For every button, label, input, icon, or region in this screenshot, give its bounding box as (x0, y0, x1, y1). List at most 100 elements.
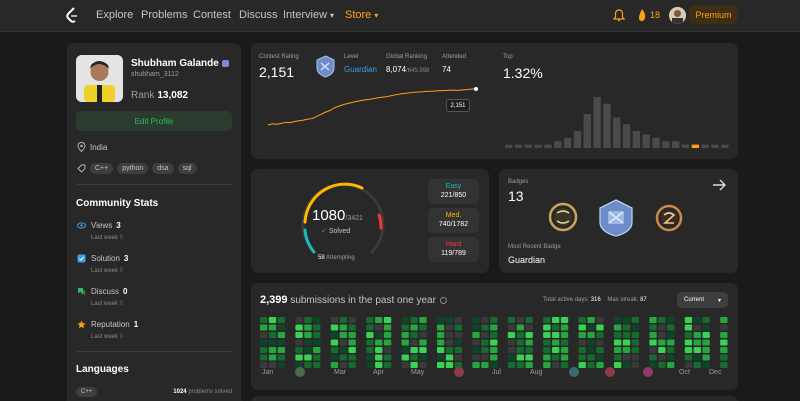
heatmap-cell (445, 324, 454, 331)
heatmap-cell (578, 332, 586, 338)
submissions-heatmap[interactable] (260, 317, 729, 369)
profile-rank: Rank 13,082 (131, 90, 188, 101)
skill-tag[interactable]: sql (177, 163, 197, 174)
top-label: Top (503, 54, 513, 60)
guardian-badge-large-icon[interactable] (598, 199, 634, 237)
heatmap-cell (720, 332, 728, 338)
heatmap-cell (622, 362, 631, 368)
heatmap-cell (339, 362, 347, 368)
last-week-delta: 0 (119, 301, 124, 307)
max-streak-label: Max streak: (607, 297, 639, 303)
heatmap-cell (366, 332, 374, 338)
heatmap-cell (587, 317, 595, 323)
nav-interview[interactable]: Interview ▾ (283, 9, 334, 21)
heatmap-cell (339, 347, 347, 353)
edit-profile-button[interactable]: Edit Profile (76, 111, 232, 131)
contest-rating-label: Contest Rating (259, 54, 299, 60)
heatmap-cell (445, 347, 454, 353)
heatmap-cell (560, 362, 569, 368)
nav-store-label: Store (345, 9, 372, 21)
rating-distribution-chart[interactable] (504, 93, 730, 148)
leetcode-logo-icon[interactable] (64, 7, 80, 25)
heatmap-cell (419, 354, 427, 361)
stat-reputation: Reputation 1 (91, 320, 138, 329)
heatmap-cell (260, 339, 268, 346)
heatmap-cell (401, 324, 409, 331)
distribution-bar (632, 131, 641, 148)
nav-store[interactable]: Store ▾ (345, 9, 378, 21)
skill-tag[interactable]: C++ (90, 163, 114, 174)
distribution-bar (514, 144, 523, 148)
nav-contest[interactable]: Contest (193, 9, 231, 21)
heatmap-cell (260, 362, 268, 368)
premium-button[interactable]: Premium (689, 5, 738, 24)
rating-line-chart[interactable] (265, 86, 479, 128)
heatmap-cell (419, 324, 427, 331)
heatmap-cell (419, 332, 427, 338)
difficulty-hard[interactable]: Hard 119/789 (428, 237, 479, 262)
heatmap-cell (578, 339, 586, 346)
heatmap-cell (578, 324, 586, 331)
distribution-bar (701, 144, 709, 148)
heatmap-cell (313, 317, 321, 323)
fire-icon[interactable] (637, 8, 647, 22)
heatmap-cell (649, 354, 657, 361)
user-avatar[interactable] (669, 7, 686, 24)
solved-count: 1080/3421 (312, 207, 363, 224)
chevron-down-icon: ▾ (717, 297, 721, 304)
streak-count[interactable]: 18 (650, 10, 661, 20)
heatmap-cell (613, 339, 622, 346)
heatmap-cell (596, 362, 604, 368)
last-week-delta: 0 (119, 235, 124, 241)
arrow-right-icon[interactable] (711, 177, 727, 193)
heatmap-cell (348, 317, 356, 323)
heatmap-cell (490, 339, 498, 346)
badges-card: Badges 13 Most Recent Badge Guardian (499, 169, 738, 273)
heatmap-cell (543, 324, 551, 331)
skill-tag[interactable]: python (117, 163, 149, 174)
global-rank: 8,074 (386, 65, 407, 74)
profile-name: Shubham Galande (131, 58, 229, 69)
info-icon[interactable] (439, 296, 447, 304)
heatmap-cell (658, 332, 666, 338)
heatmap-cell (702, 347, 710, 353)
divider (76, 351, 232, 352)
heatmap-cell (490, 354, 498, 361)
heatmap-cell (330, 317, 339, 323)
skill-tag[interactable]: dsa (152, 163, 174, 174)
period-select[interactable]: Current ▾ (677, 292, 728, 308)
nav-discuss[interactable]: Discuss (239, 9, 278, 21)
heatmap-cell (481, 324, 489, 331)
heatmap-cell (631, 362, 640, 368)
365-days-badge-icon[interactable] (547, 201, 579, 233)
difficulty-easy[interactable]: Easy 221/850 (428, 179, 479, 204)
profile-name-text: Shubham Galande (131, 58, 219, 69)
heatmap-cell (348, 347, 356, 353)
annual-badge-icon[interactable] (654, 203, 684, 233)
level-value: Guardian (344, 65, 377, 74)
skill-tags: C++ python dsa sql (90, 163, 197, 174)
stat-last-week: Last week 0 (91, 235, 123, 241)
heatmap-cell (552, 332, 560, 338)
nav-explore[interactable]: Explore (96, 9, 134, 21)
distribution-bar (554, 141, 562, 148)
heatmap-cell (684, 332, 693, 338)
heatmap-cell (587, 362, 595, 368)
distribution-bar (534, 144, 542, 148)
heatmap-cell (436, 324, 445, 331)
heatmap-cell (658, 354, 666, 361)
difficulty-medium[interactable]: Med. 740/1782 (428, 208, 479, 233)
stat-label: Discuss (91, 287, 120, 296)
heatmap-cell (295, 339, 303, 346)
heatmap-cell (436, 347, 445, 353)
heatmap-cell (613, 362, 622, 368)
attempting-label: Attempting (326, 255, 355, 261)
heatmap-cell (445, 339, 454, 346)
month-label: Aug (530, 369, 543, 376)
heatmap-cell (454, 324, 463, 331)
nav-problems[interactable]: Problems (141, 9, 188, 21)
heatmap-cell (481, 317, 489, 323)
heatmap-cell (313, 354, 321, 361)
heatmap-cell (525, 354, 533, 361)
bell-icon[interactable] (612, 8, 626, 22)
